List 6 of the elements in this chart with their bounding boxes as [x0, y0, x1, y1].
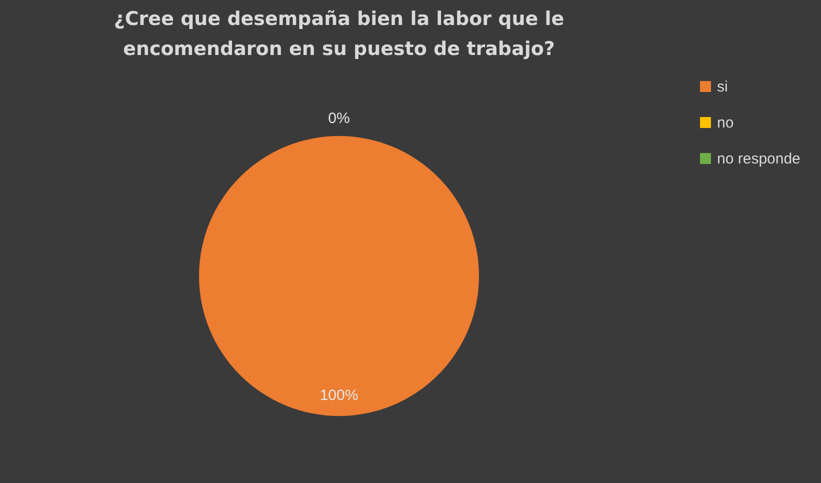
legend-label: si [717, 78, 728, 96]
legend-label: no responde [717, 150, 800, 168]
data-label: 100% [320, 387, 358, 404]
text: 0% [328, 110, 350, 127]
chart-title: ¿Cree que desempaña bien la labor que le encomendaron en su puesto de trabajo? [114, 8, 564, 60]
legend-label: no [717, 114, 734, 132]
